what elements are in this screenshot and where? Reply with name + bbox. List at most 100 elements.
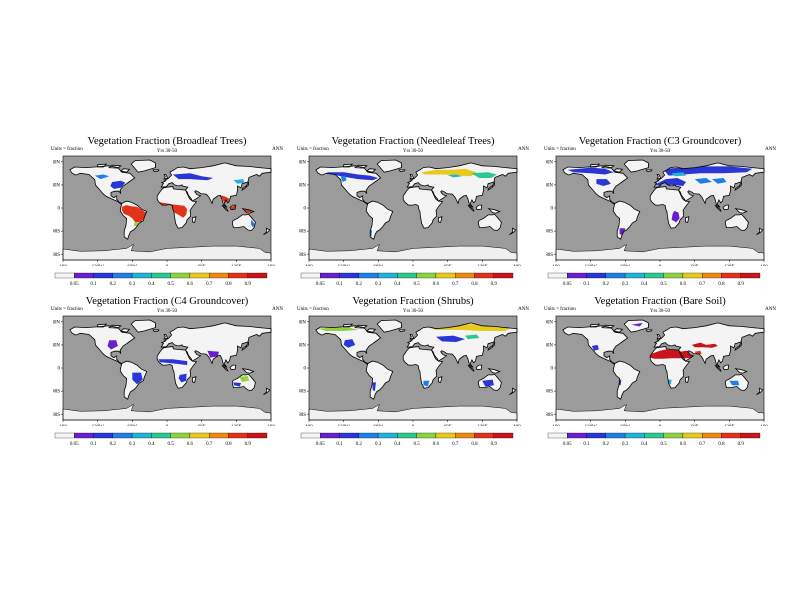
lon-label: 180 bbox=[305, 265, 313, 266]
colorbar-swatch bbox=[586, 432, 606, 439]
colorbar-tick-label: 0.6 bbox=[433, 442, 440, 447]
colorbar-swatch bbox=[320, 272, 340, 279]
coastline bbox=[612, 200, 641, 240]
season-label: ANN bbox=[765, 307, 776, 312]
colorbar-swatch bbox=[300, 272, 321, 279]
lon-label: 180 bbox=[513, 265, 521, 266]
colorbar-tick-label: 0.5 bbox=[413, 442, 420, 447]
lat-label: 80S bbox=[299, 253, 306, 258]
colorbar-tick-label: 0.6 bbox=[680, 282, 687, 287]
coastline bbox=[152, 329, 160, 333]
lon-label: 120W bbox=[585, 265, 598, 266]
coastline bbox=[734, 341, 742, 352]
lon-label: 120E bbox=[724, 425, 735, 426]
coastline bbox=[229, 364, 237, 371]
land-mass bbox=[488, 368, 500, 374]
lat-label: 80N bbox=[299, 160, 306, 165]
colorbar-tick-label: 0.1 bbox=[90, 282, 97, 287]
land-mass bbox=[69, 325, 135, 364]
fraction-region bbox=[436, 335, 465, 342]
lon-label: 60W bbox=[620, 425, 630, 426]
fraction-region bbox=[591, 344, 599, 351]
colorbar-swatch bbox=[567, 272, 587, 279]
coastline bbox=[231, 373, 256, 391]
panel-title: Vegetation Fraction (C3 Groundcover) bbox=[578, 136, 742, 147]
fraction-region bbox=[671, 210, 680, 223]
colorbar-swatch bbox=[416, 272, 437, 279]
fraction-region bbox=[326, 172, 379, 181]
fraction-region bbox=[207, 350, 219, 358]
colorbar-swatch bbox=[624, 432, 645, 439]
land-mass bbox=[403, 186, 443, 229]
colorbar-swatch bbox=[131, 432, 152, 439]
colorbar-tick-label: 0.05 bbox=[563, 282, 572, 287]
land-mass bbox=[438, 216, 442, 223]
colorbar-tick-label: 0.4 bbox=[148, 442, 155, 447]
lon-label: 60W bbox=[127, 265, 137, 266]
coastline bbox=[612, 328, 624, 333]
colorbar-swatch bbox=[339, 432, 359, 439]
fraction-region bbox=[121, 205, 147, 223]
colorbar-swatch bbox=[377, 272, 398, 279]
coastline bbox=[649, 346, 691, 389]
period-label: Yrs 30-50 bbox=[649, 309, 671, 314]
fraction-region bbox=[447, 174, 463, 178]
coastline bbox=[398, 169, 406, 173]
world-map: 80N 40N 0 40S 80S 180 120W 60W 0 60E 120E 180 bbox=[546, 315, 768, 426]
coastline bbox=[724, 213, 749, 231]
colorbar-tick-label: 0.1 bbox=[583, 282, 590, 287]
colorbar: 0.05 0.1 0.2 0.3 0.4 0.5 0.6 0.7 0.8 0.9 bbox=[547, 432, 761, 447]
colorbar-swatch bbox=[721, 432, 741, 439]
fraction-region bbox=[243, 209, 253, 213]
lat-label: 80N bbox=[546, 320, 553, 325]
land-mass bbox=[735, 182, 742, 191]
colorbar-swatch bbox=[397, 432, 417, 439]
coastline bbox=[756, 387, 764, 395]
world-map: 80N 40N 0 40S 80S 180 120W 60W 0 60E 120E 180 bbox=[546, 155, 768, 266]
coastline bbox=[119, 328, 131, 333]
fraction-region bbox=[567, 167, 614, 175]
land-mass bbox=[242, 342, 249, 351]
colorbar-tick-label: 0.05 bbox=[563, 442, 572, 447]
colorbar-swatch bbox=[605, 432, 626, 439]
colorbar-swatch bbox=[377, 432, 398, 439]
colorbar-tick-label: 0.3 bbox=[375, 282, 382, 287]
coastline bbox=[354, 324, 368, 329]
antarctica bbox=[308, 243, 518, 261]
lon-label: 120E bbox=[477, 425, 488, 426]
colorbar-swatch bbox=[624, 272, 645, 279]
colorbar-tick-label: 0.6 bbox=[187, 282, 194, 287]
colorbar-swatch bbox=[93, 432, 113, 439]
colorbar-tick-label: 0.1 bbox=[336, 282, 343, 287]
colorbar-swatch bbox=[663, 432, 684, 439]
colorbar-tick-label: 0.5 bbox=[167, 282, 174, 287]
coastline bbox=[509, 387, 517, 395]
lon-label: 180 bbox=[59, 425, 67, 426]
land-mass bbox=[685, 216, 689, 223]
land-mass bbox=[192, 376, 196, 383]
lat-label: 40N bbox=[299, 344, 306, 349]
coastline bbox=[645, 169, 653, 173]
coastline bbox=[645, 329, 653, 333]
colorbar-swatch bbox=[320, 432, 340, 439]
lat-label: 40N bbox=[53, 344, 60, 349]
colorbar-tick-label: 0.3 bbox=[622, 282, 629, 287]
colorbar-swatch bbox=[151, 272, 171, 279]
lon-label: 0 bbox=[166, 425, 169, 426]
colorbar-swatch bbox=[189, 272, 210, 279]
fraction-region bbox=[340, 175, 347, 182]
antarctica bbox=[308, 403, 518, 421]
season-label: ANN bbox=[272, 307, 283, 312]
colorbar-tick-label: 0.4 bbox=[394, 282, 401, 287]
colorbar-swatch bbox=[189, 432, 210, 439]
colorbar-tick-label: 0.8 bbox=[471, 442, 478, 447]
colorbar-swatch bbox=[493, 272, 514, 279]
map-panel-shrubs: Vegetation Fraction (Shrubs) Units = fra… bbox=[297, 296, 529, 456]
coastline bbox=[119, 360, 148, 400]
colorbar-tick-label: 0.4 bbox=[148, 282, 155, 287]
colorbar: 0.05 0.1 0.2 0.3 0.4 0.5 0.6 0.7 0.8 0.9 bbox=[54, 272, 268, 287]
land-mass bbox=[685, 376, 689, 383]
lat-label: 80N bbox=[546, 160, 553, 165]
colorbar-swatch bbox=[547, 432, 568, 439]
coastline bbox=[156, 346, 198, 389]
